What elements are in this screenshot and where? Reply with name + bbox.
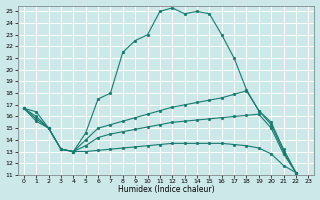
X-axis label: Humidex (Indice chaleur): Humidex (Indice chaleur)	[118, 185, 214, 194]
